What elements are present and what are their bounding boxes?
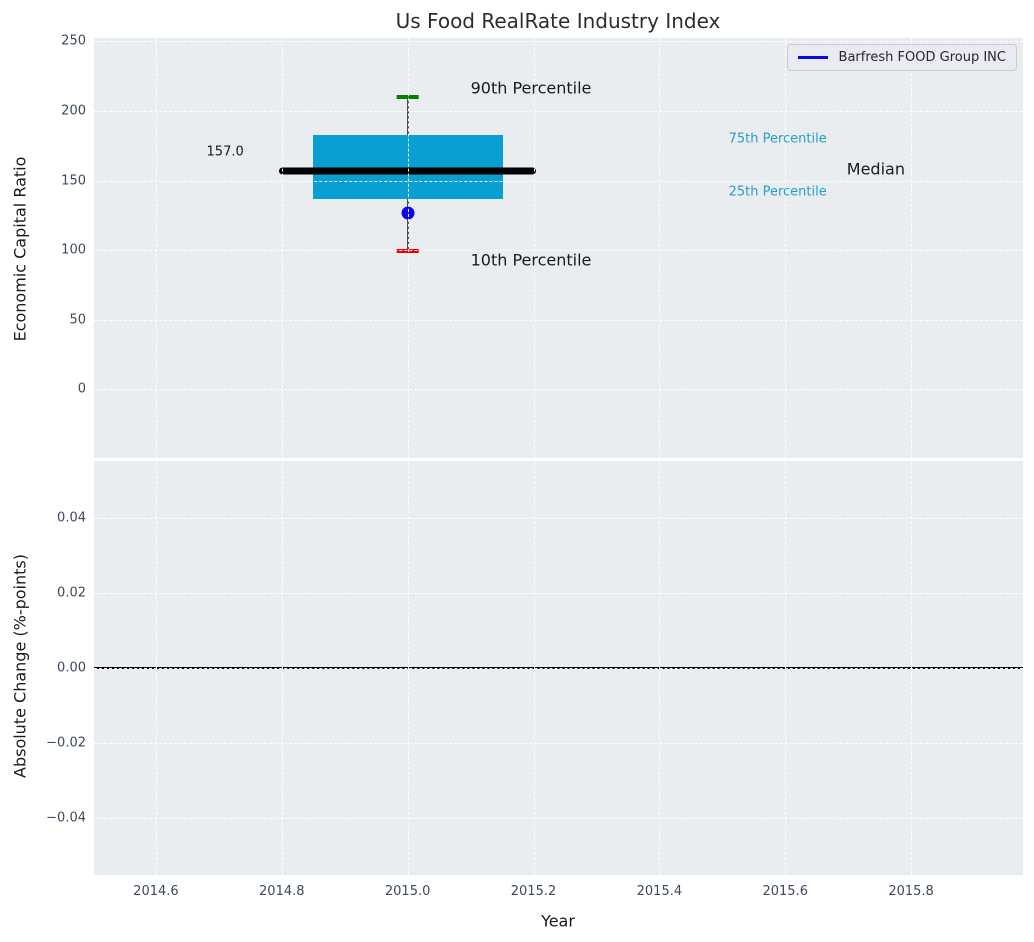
y-tick-label: −0.04 — [46, 810, 86, 826]
grid-line-horizontal — [94, 593, 1023, 594]
grid-line-horizontal — [94, 250, 1023, 252]
chart-title: Us Food RealRate Industry Index — [395, 9, 721, 33]
y-tick-label: 50 — [69, 312, 86, 328]
grid-line-vertical — [533, 38, 535, 458]
p25-annotation: 25th Percentile — [728, 184, 827, 200]
median-annotation: Median — [846, 159, 905, 179]
legend-label: Barfresh FOOD Group INC — [838, 50, 1006, 65]
y-tick-label: 250 — [61, 33, 86, 49]
grid-line-horizontal — [94, 319, 1023, 321]
x-tick-label: 2015.6 — [762, 884, 808, 899]
p75-annotation: 75th Percentile — [728, 131, 827, 147]
grid-line-vertical — [407, 38, 409, 458]
p10-annotation: 10th Percentile — [470, 250, 592, 270]
y-tick-label: 0.04 — [57, 510, 86, 526]
y-tick-label: 200 — [61, 103, 86, 119]
grid-line-horizontal — [94, 110, 1023, 112]
y-tick-label: 100 — [61, 242, 86, 258]
grid-line-vertical — [155, 38, 157, 458]
x-tick-label: 2015.0 — [384, 884, 431, 899]
grid-line-horizontal — [94, 180, 1023, 182]
grid-line-horizontal — [94, 743, 1023, 744]
grid-line-vertical — [659, 38, 661, 458]
y-axis-label-top: Economic Capital Ratio — [10, 156, 30, 342]
y-tick-label: 0.00 — [57, 660, 86, 676]
grid-line-vertical — [911, 38, 913, 458]
axes-absolute-change — [94, 461, 1023, 875]
grid-line-horizontal — [94, 668, 1023, 669]
axes-economic-capital-ratio: Barfresh FOOD Group INC 157.0 90th Percen… — [94, 38, 1023, 458]
p90-annotation: 90th Percentile — [470, 78, 592, 98]
grid-line-horizontal — [94, 818, 1023, 819]
legend: Barfresh FOOD Group INC — [786, 44, 1017, 71]
y-tick-label: 0.02 — [57, 585, 86, 601]
median-value-label: 157.0 — [206, 144, 244, 160]
x-axis-label: Year — [541, 911, 575, 931]
grid-line-vertical — [785, 38, 787, 458]
legend-line-swatch — [797, 56, 828, 59]
x-tick-label: 2015.4 — [636, 884, 683, 899]
y-tick-label: −0.02 — [46, 735, 86, 751]
grid-line-horizontal — [94, 41, 1023, 43]
grid-line-horizontal — [94, 389, 1023, 391]
y-tick-label: 150 — [61, 173, 86, 188]
grid-line-horizontal — [94, 518, 1023, 519]
y-axis-label-bottom: Absolute Change (%-points) — [10, 554, 30, 778]
x-tick-label: 2014.6 — [133, 884, 179, 899]
y-tick-label: 0 — [77, 381, 86, 397]
x-tick-label: 2015.2 — [510, 884, 557, 899]
x-tick-label: 2014.8 — [259, 884, 305, 899]
x-tick-label: 2015.8 — [888, 884, 934, 899]
grid-line-vertical — [281, 38, 283, 458]
